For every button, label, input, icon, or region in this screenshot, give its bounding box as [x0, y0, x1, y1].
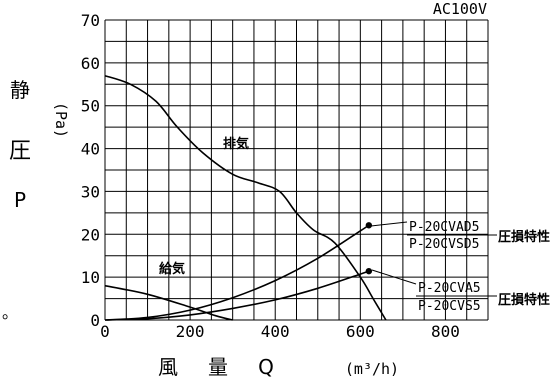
- y-tick-label: 70: [81, 11, 100, 30]
- model-label-upper-1: P-20CVAD5: [409, 220, 479, 235]
- leader-upper: [370, 221, 408, 227]
- y-tick-label: 30: [81, 182, 100, 201]
- stray-mark: 。: [2, 303, 18, 322]
- model-note-lower: 圧損特性: [498, 292, 550, 308]
- marker-loss-ad5: [365, 222, 373, 229]
- marks: [365, 222, 373, 275]
- model-note-upper: 圧損特性: [498, 229, 550, 245]
- series-loss-ad5-line: [104, 224, 370, 321]
- y-tick-label: 60: [81, 54, 100, 73]
- tick-labels: 0 200 400 600 800 0 10 20 30 40 50 60 70: [81, 11, 460, 341]
- curves: [104, 74, 387, 321]
- y-unit: (Pa): [52, 102, 70, 138]
- y-tick-label: 0: [90, 311, 100, 330]
- series-label-supply: 給気: [159, 261, 185, 277]
- series-loss-a5-line: [104, 270, 370, 321]
- y-tick-label: 40: [81, 140, 100, 159]
- ylabel-char-2: 圧: [9, 139, 31, 164]
- ylabel-char-3: P: [14, 188, 26, 212]
- y-tick-label: 10: [81, 268, 100, 287]
- x-tick-label: 200: [176, 322, 205, 341]
- x-tick-label: 0: [100, 322, 110, 341]
- x-unit: (m³/h): [345, 360, 399, 378]
- x-tick-label: 400: [261, 322, 290, 341]
- series-supply-line: [104, 284, 233, 321]
- x-tick-label: 800: [431, 322, 460, 341]
- ylabel-char-1: 静: [10, 78, 30, 102]
- xlabel-char-3: Q: [258, 355, 274, 379]
- model-label-lower-2: P-20CVS5: [418, 299, 481, 314]
- leader-lower: [371, 269, 417, 285]
- x-tick-label: 600: [346, 322, 375, 341]
- model-label-lower-1: P-20CVA5: [418, 281, 481, 296]
- marker-loss-a5: [365, 267, 373, 275]
- y-tick-label: 50: [81, 97, 100, 116]
- xlabel-char-2: 量: [208, 355, 228, 379]
- model-label-upper-2: P-20CVSD5: [409, 237, 479, 252]
- xlabel-char-1: 風: [158, 355, 178, 379]
- voltage-label: AC100V: [433, 0, 487, 18]
- series-label-exhaust: 排気: [223, 136, 249, 152]
- y-tick-label: 20: [81, 225, 100, 244]
